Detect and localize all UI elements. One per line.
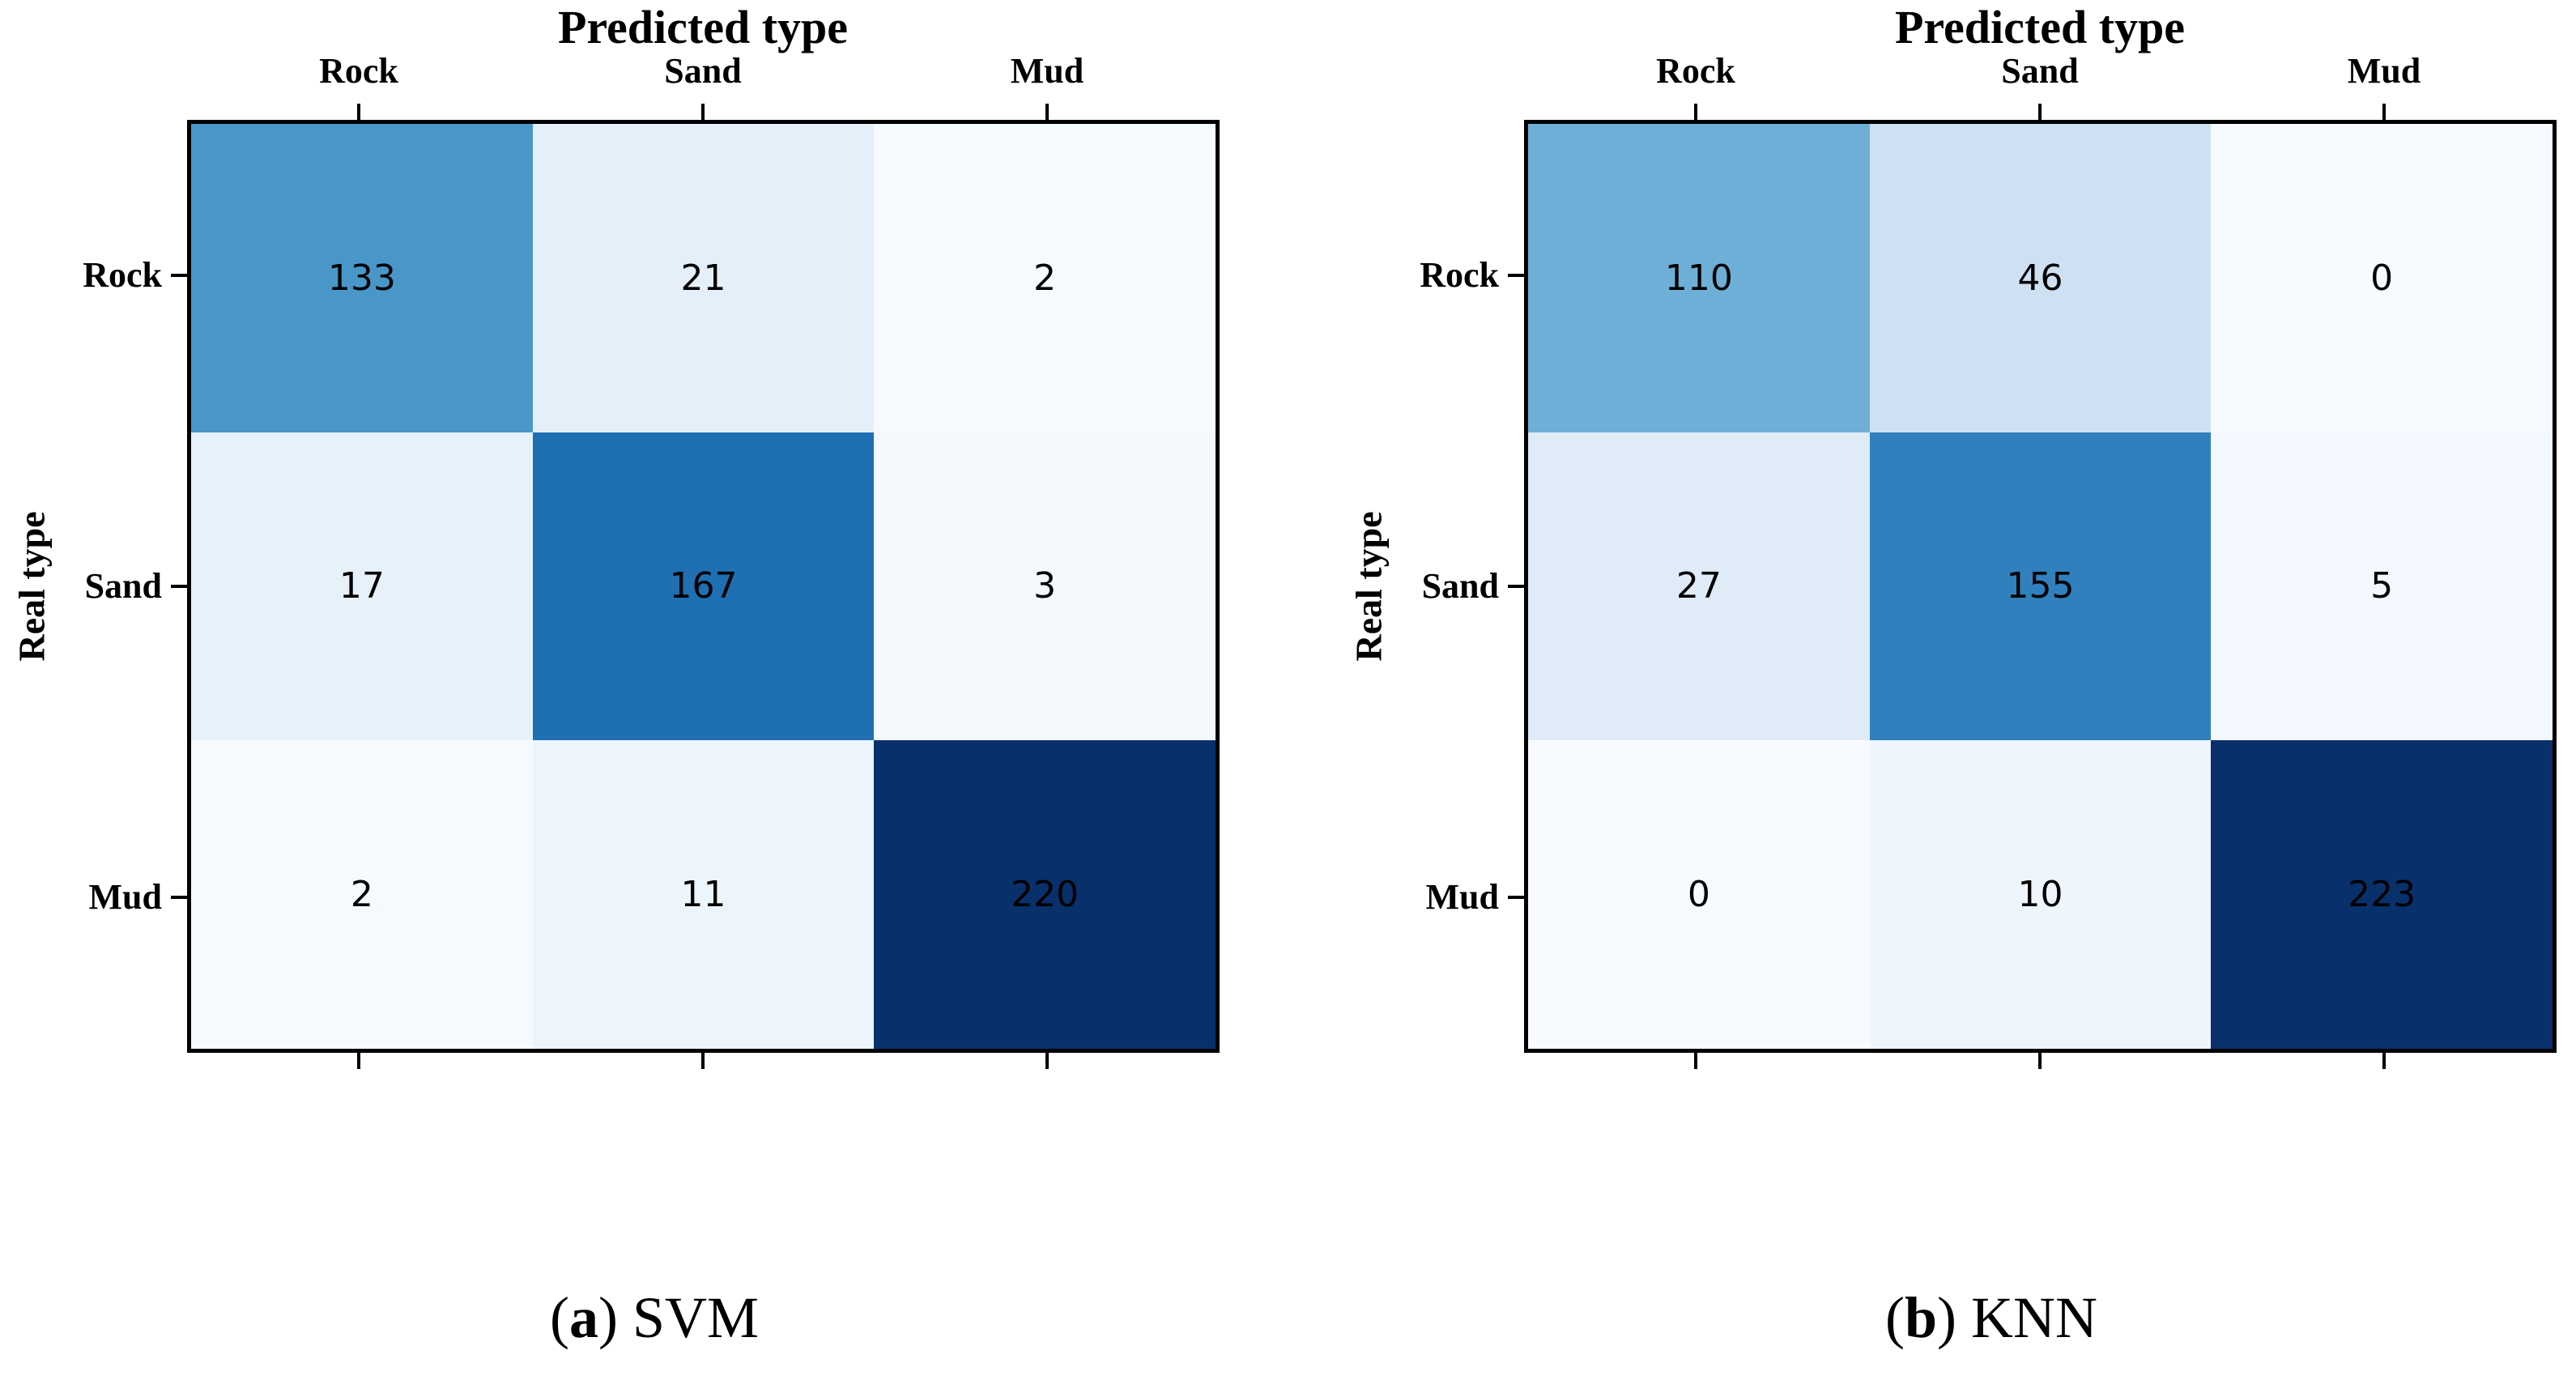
tick-mark xyxy=(1508,585,1524,588)
matrix-cell: 155 xyxy=(1869,432,2212,741)
panel-knn: Predicted type Rock Sand Mud Rock Sand M… xyxy=(1337,0,2576,1397)
x-tick-label-rock: Rock xyxy=(1656,51,1735,91)
tick-mark xyxy=(1045,1053,1049,1069)
matrix-cell: 223 xyxy=(2211,740,2553,1049)
tick-mark xyxy=(2038,1053,2042,1069)
matrix-frame: 110 46 0 27 155 5 0 10 223 xyxy=(1524,120,2557,1053)
tick-mark xyxy=(1508,274,1524,277)
matrix-cell: 11 xyxy=(532,740,875,1049)
matrix-cell: 167 xyxy=(532,432,875,741)
caption-open-paren: ( xyxy=(549,1285,569,1350)
x-axis-title: Predicted type xyxy=(1894,1,2186,53)
matrix-cell: 2 xyxy=(191,740,533,1049)
matrix-cell: 17 xyxy=(191,432,533,741)
tick-mark xyxy=(357,104,360,120)
caption-close-paren: ) xyxy=(598,1285,618,1350)
caption-method-name: KNN xyxy=(1971,1285,2098,1350)
y-tick-label-mud: Mud xyxy=(1425,876,1499,917)
caption-close-paren: ) xyxy=(1937,1285,1957,1350)
matrix-cell: 133 xyxy=(191,124,533,432)
matrix-cell: 0 xyxy=(2211,124,2553,432)
tick-mark xyxy=(2382,1053,2386,1069)
caption-knn: (b) KNN xyxy=(1884,1285,2098,1350)
tick-mark xyxy=(2382,104,2386,120)
tick-mark xyxy=(2038,104,2042,120)
matrix-cell: 46 xyxy=(1869,124,2212,432)
tick-mark xyxy=(171,274,187,277)
tick-mark xyxy=(701,104,705,120)
matrix-cell: 2 xyxy=(874,124,1216,432)
y-tick-label-rock: Rock xyxy=(83,254,162,295)
matrix-cell: 5 xyxy=(2211,432,2553,741)
tick-mark xyxy=(1508,896,1524,899)
matrix-cell: 27 xyxy=(1528,432,1870,741)
y-tick-label-sand: Sand xyxy=(1421,565,1499,606)
y-axis-title: Real type xyxy=(11,511,53,662)
x-tick-label-mud: Mud xyxy=(1010,51,1084,91)
tick-mark xyxy=(1045,104,1049,120)
matrix-cell: 3 xyxy=(874,432,1216,741)
caption-open-paren: ( xyxy=(1884,1285,1905,1350)
tick-mark xyxy=(1694,1053,1697,1069)
x-tick-label-mud: Mud xyxy=(2347,51,2421,91)
caption-letter: a xyxy=(568,1285,598,1350)
x-tick-label-rock: Rock xyxy=(319,51,398,91)
matrix-cell: 10 xyxy=(1869,740,2212,1049)
tick-mark xyxy=(171,585,187,588)
tick-mark xyxy=(357,1053,360,1069)
panel-svm: Predicted type Rock Sand Mud Rock Sand M… xyxy=(0,0,1239,1397)
tick-mark xyxy=(1694,104,1697,120)
matrix-cell: 0 xyxy=(1528,740,1870,1049)
y-axis-title: Real type xyxy=(1348,511,1390,662)
matrix-frame: 133 21 2 17 167 3 2 11 220 xyxy=(187,120,1220,1053)
caption-letter: b xyxy=(1904,1285,1938,1350)
matrix-cell: 21 xyxy=(532,124,875,432)
x-tick-label-sand: Sand xyxy=(2001,51,2079,91)
y-tick-label-sand: Sand xyxy=(84,565,162,606)
y-tick-label-mud: Mud xyxy=(88,876,162,917)
tick-mark xyxy=(171,896,187,899)
x-axis-title: Predicted type xyxy=(557,1,849,53)
caption-svm: (a) SVM xyxy=(549,1285,760,1350)
y-tick-label-rock: Rock xyxy=(1420,254,1499,295)
matrix-cell: 220 xyxy=(874,740,1216,1049)
x-tick-label-sand: Sand xyxy=(664,51,742,91)
matrix-cell: 110 xyxy=(1528,124,1870,432)
tick-mark xyxy=(701,1053,705,1069)
caption-method-name: SVM xyxy=(632,1285,760,1350)
